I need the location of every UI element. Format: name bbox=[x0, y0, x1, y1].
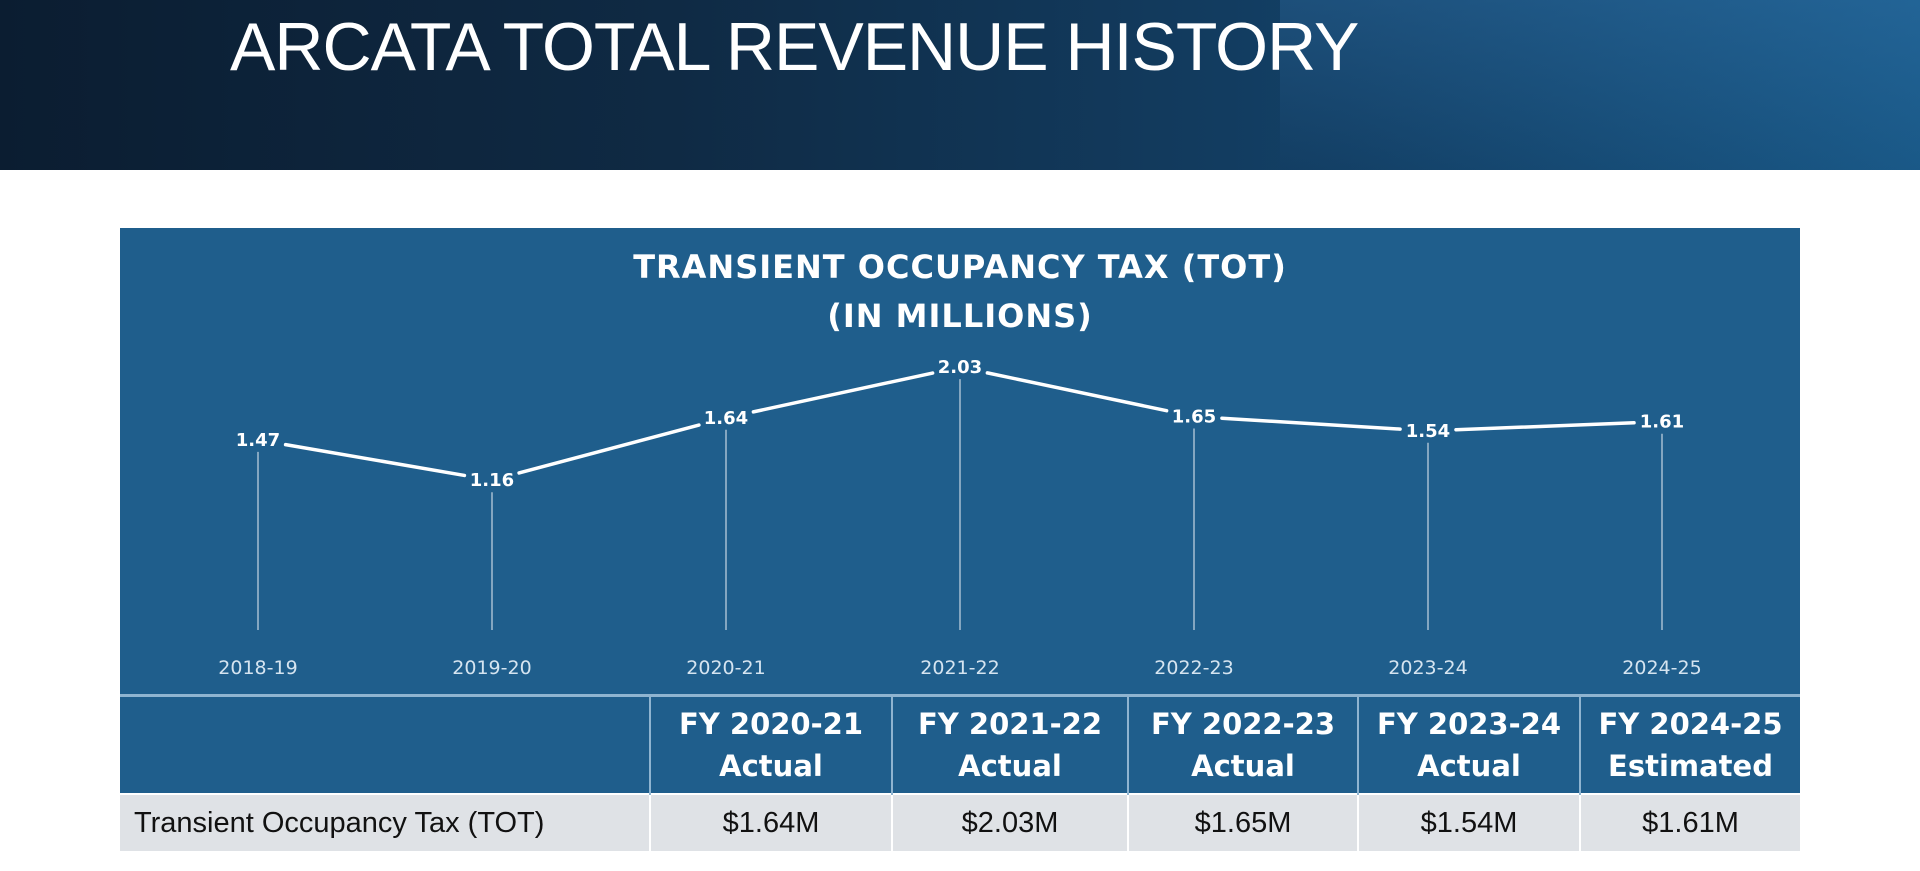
x-tick-label: 2018-19 bbox=[218, 657, 297, 679]
drop-lines bbox=[257, 379, 1663, 630]
data-label: 1.64 bbox=[704, 408, 748, 429]
series-line-segment bbox=[1454, 421, 1636, 432]
series-line-segment bbox=[985, 371, 1169, 413]
table-header-fy2021-22: FY 2021-22 Actual bbox=[891, 694, 1128, 794]
table-header-fy2024-25: FY 2024-25 Estimated bbox=[1579, 694, 1800, 794]
x-tick-label: 2020-21 bbox=[686, 657, 765, 679]
summary-table: FY 2020-21 Actual FY 2021-22 Actual FY 202… bbox=[120, 694, 1800, 851]
data-label: 1.16 bbox=[470, 470, 514, 491]
x-tick-label: 2021-22 bbox=[920, 657, 999, 679]
data-label: 1.65 bbox=[1172, 407, 1216, 428]
table-header-row: FY 2020-21 Actual FY 2021-22 Actual FY 202… bbox=[120, 694, 1800, 794]
chart-panel: TRANSIENT OCCUPANCY TAX (TOT) (IN MILLIO… bbox=[120, 228, 1800, 694]
x-tick-label: 2019-20 bbox=[452, 657, 531, 679]
series-line-segment bbox=[1220, 416, 1402, 431]
table-header-blank bbox=[120, 694, 650, 794]
data-points: 1.47 1.16 1.64 2.03 1.65 1.54 1.61 bbox=[236, 357, 1684, 491]
data-label: 1.61 bbox=[1640, 412, 1684, 433]
tot-line-chart: TRANSIENT OCCUPANCY TAX (TOT) (IN MILLIO… bbox=[218, 248, 1701, 679]
page-title: ARCATA TOTAL REVENUE HISTORY bbox=[230, 9, 1359, 85]
x-tick-label: 2022-23 bbox=[1154, 657, 1233, 679]
table-row-label: Transient Occupancy Tax (TOT) bbox=[120, 793, 650, 851]
header-banner: ARCATA TOTAL REVENUE HISTORY bbox=[0, 0, 1920, 170]
series-line-layer bbox=[283, 371, 1636, 478]
data-label: 1.47 bbox=[236, 430, 280, 451]
x-tick-label: 2023-24 bbox=[1388, 657, 1467, 679]
table-cell-value: $1.61M bbox=[1579, 793, 1800, 851]
series-line-segment bbox=[751, 371, 935, 414]
series-line-segment bbox=[517, 423, 701, 475]
data-label: 2.03 bbox=[938, 357, 982, 378]
data-label: 1.54 bbox=[1406, 421, 1450, 442]
header-sheen bbox=[1280, 0, 1920, 170]
table-cell-value: $2.03M bbox=[891, 793, 1128, 851]
table-header-fy2022-23: FY 2022-23 Actual bbox=[1127, 694, 1358, 794]
chart-title: TRANSIENT OCCUPANCY TAX (TOT) bbox=[633, 248, 1287, 286]
table-header-fy2020-21: FY 2020-21 Actual bbox=[649, 694, 892, 794]
x-axis-ticks: 2018-19 2019-20 2020-21 2021-22 2022-23 2023-… bbox=[218, 657, 1701, 679]
x-tick-label: 2024-25 bbox=[1622, 657, 1701, 679]
table-cell-value: $1.65M bbox=[1127, 793, 1358, 851]
table-header-fy2023-24: FY 2023-24 Actual bbox=[1357, 694, 1580, 794]
chart-subtitle: (IN MILLIONS) bbox=[827, 297, 1093, 335]
series-line-segment bbox=[283, 442, 467, 478]
table-row: Transient Occupancy Tax (TOT) $1.64M $2.… bbox=[120, 793, 1800, 851]
table-cell-value: $1.64M bbox=[649, 793, 892, 851]
table-cell-value: $1.54M bbox=[1357, 793, 1580, 851]
